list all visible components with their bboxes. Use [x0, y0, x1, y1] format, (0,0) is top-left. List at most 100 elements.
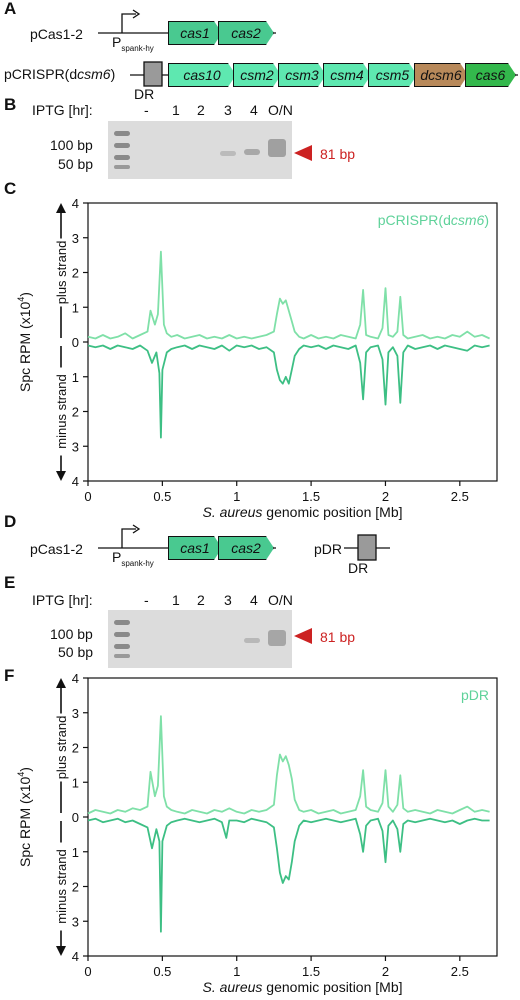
iptg-label-b: IPTG [hr]: [32, 102, 93, 118]
lane-label-e-3: 3 [224, 592, 232, 608]
plasmid-pcrispr-label: pCRISPR(dcsm6) [4, 66, 115, 82]
plasmid-pcas12-label-d: pCas1-2 [30, 541, 83, 557]
ladder-band [114, 644, 130, 649]
plasmid-pdr-label: pDR [314, 541, 343, 557]
panel-letter-c: C [4, 179, 17, 198]
gene-csm4: csm4 [323, 63, 371, 87]
y-tick-label: 2 [72, 405, 79, 420]
plus-strand-label: plus strand [54, 241, 69, 305]
y-tick-label: 2 [72, 266, 79, 281]
x-tick-label: 1.5 [302, 489, 320, 504]
promoter-arrowhead [132, 9, 141, 19]
plus-strand-arrowhead [56, 678, 66, 688]
x-tick-label: 1 [233, 489, 240, 504]
promoter-p: P [112, 34, 122, 50]
minus-strand-label-bg [53, 367, 69, 456]
lane-label-b-1: 1 [172, 102, 180, 118]
gene-csm3: csm3 [278, 63, 326, 87]
x-tick-label: 2.5 [451, 964, 469, 979]
ladder-band [114, 155, 130, 160]
x-axis-label-rest: genomic position [Mb] [262, 504, 402, 520]
gel-image-e [108, 610, 292, 668]
panel-letter-d: D [4, 512, 17, 531]
gene-cas1: cas1 [168, 21, 222, 45]
pcrispr-label-pre: pCRISPR(d [4, 66, 78, 82]
series-line-minus-strand [87, 344, 490, 439]
y-tick-label: 1 [72, 845, 79, 860]
band-label-e: 81 bp [320, 629, 356, 645]
y-tick-label: 4 [72, 196, 79, 211]
y-axis-label-post: ) [17, 292, 33, 297]
y-tick-label: 4 [72, 474, 79, 489]
y-tick-label: 2 [72, 880, 79, 895]
promoter-arrowhead [132, 524, 141, 534]
y-tick-label: 3 [72, 914, 79, 929]
marker-50-b: 50 bp [58, 156, 94, 172]
promoter-p-label: Pspank-hy [112, 34, 154, 53]
x-axis-label-italic: S. aureus [202, 504, 262, 520]
x-tick-label: 0.5 [153, 489, 171, 504]
series-line-minus-strand [87, 817, 490, 933]
lane-label-e-2: 2 [197, 592, 205, 608]
band-label-b: 81 bp [320, 146, 356, 162]
minus-strand-label: minus strand [54, 374, 69, 448]
gel-image-b [108, 121, 292, 179]
lane-label-b-2: 2 [197, 102, 205, 118]
sample-band [244, 149, 260, 155]
gene-csm5: csm5 [368, 63, 417, 87]
lane-label-e-1: 1 [172, 592, 180, 608]
promoter-subscript: spank-hy [121, 559, 154, 568]
ladder-band [114, 165, 130, 169]
gene-cas1-d: cas1 [168, 536, 222, 560]
series-line-plus-strand [87, 715, 490, 815]
gene-csm2: csm2 [233, 63, 281, 87]
x-axis-label-rest: genomic position [Mb] [262, 979, 402, 995]
promoter-p: P [112, 549, 122, 565]
red-triangle [294, 145, 312, 161]
y-axis-label: Spc RPM (x104) [16, 292, 33, 392]
minus-strand-arrowhead [56, 471, 66, 481]
panel-letter-e: E [4, 573, 16, 592]
panel-letter-a: A [4, 0, 17, 18]
panel-letter-f: F [4, 666, 15, 685]
minus-strand-label: minus strand [54, 849, 69, 923]
y-tick-label: 4 [72, 949, 79, 964]
ladder-band [114, 620, 130, 625]
y-tick-label: 3 [72, 439, 79, 454]
y-tick-label: 1 [72, 370, 79, 385]
y-tick-label: 1 [72, 300, 79, 315]
y-tick-label: 0 [72, 810, 79, 825]
pcrispr-label-ital: csm6 [77, 66, 111, 82]
y-tick-label: 1 [72, 775, 79, 790]
y-axis-label-main: Spc RPM (x10 [17, 302, 33, 392]
y-axis-label-main: Spc RPM (x10 [17, 777, 33, 867]
plus-strand-label-bg [53, 238, 69, 307]
y-axis-label-post: ) [17, 767, 33, 772]
x-tick-label: 1.5 [302, 964, 320, 979]
red-triangle [294, 628, 312, 644]
x-tick-label: 0.5 [153, 964, 171, 979]
dr-box [357, 534, 377, 561]
minus-strand-arrowhead [56, 946, 66, 956]
gene-cas2-d: cas2 [218, 536, 274, 560]
x-tick-label: 2.5 [451, 489, 469, 504]
plot-frame [87, 677, 498, 957]
ladder-band [114, 654, 130, 658]
ladder-band [114, 143, 130, 148]
promoter-subscript: spank-hy [121, 44, 154, 53]
plasmid-pcas12-label: pCas1-2 [30, 26, 83, 42]
lane-label-e-4: 4 [250, 592, 258, 608]
plus-strand-arrowhead [56, 203, 66, 213]
x-tick-label: 2 [382, 489, 389, 504]
legend-italic: csm6 [451, 212, 485, 228]
lane-label-b-0: - [144, 102, 149, 118]
x-axis-label-italic: S. aureus [202, 979, 262, 995]
y-tick-label: 3 [72, 706, 79, 721]
panel-letter-b: B [4, 95, 17, 114]
y-tick-label: 4 [72, 671, 79, 686]
legend-label: pDR [461, 687, 489, 703]
marker-100-b: 100 bp [50, 137, 93, 153]
sample-band [268, 630, 286, 646]
gene-cas2: cas2 [218, 21, 274, 45]
